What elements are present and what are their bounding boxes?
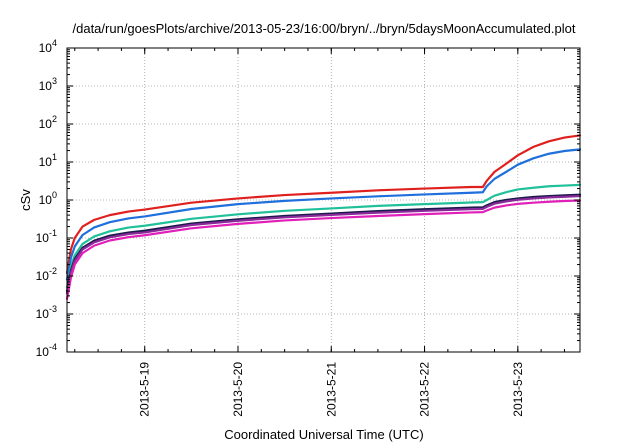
series-line-1: [65, 134, 582, 275]
y-tick-label: 102: [39, 114, 57, 131]
y-tick-label: 10-4: [36, 342, 57, 359]
y-tick-label: 10-1: [36, 228, 57, 245]
y-tick-label: 103: [39, 76, 57, 93]
y-tick-label: 10-3: [36, 304, 57, 321]
series-line-5: [65, 194, 582, 295]
x-tick-label: 2013-5-19: [138, 362, 152, 417]
ticks: [67, 47, 580, 353]
chart-title: /data/run/goesPlots/archive/2013-05-23/1…: [73, 21, 576, 36]
y-tick-label: 10-2: [36, 266, 57, 283]
series-line-6: [65, 199, 582, 300]
x-tick-label: 2013-5-22: [418, 362, 432, 417]
x-axis-label: Coordinated Universal Time (UTC): [224, 427, 423, 442]
y-tick-labels: 10-4 10-3 10-2 10-1 100 101 102 103 104: [36, 38, 57, 359]
y-tick-label: 100: [39, 190, 57, 207]
x-tick-label: 2013-5-23: [511, 362, 525, 417]
y-tick-label: 101: [39, 152, 57, 169]
series-layer: [65, 134, 582, 300]
x-tick-labels: 2013-5-19 2013-5-20 2013-5-21 2013-5-22 2013…: [138, 362, 525, 417]
series-line-2: [65, 148, 582, 281]
y-tick-label: 104: [39, 38, 57, 55]
x-tick-label: 2013-5-20: [231, 362, 245, 417]
series-line-3: [65, 183, 582, 289]
y-axis-label: cSv: [18, 189, 33, 211]
series-line-4: [65, 193, 582, 293]
x-tick-label: 2013-5-21: [324, 362, 338, 417]
